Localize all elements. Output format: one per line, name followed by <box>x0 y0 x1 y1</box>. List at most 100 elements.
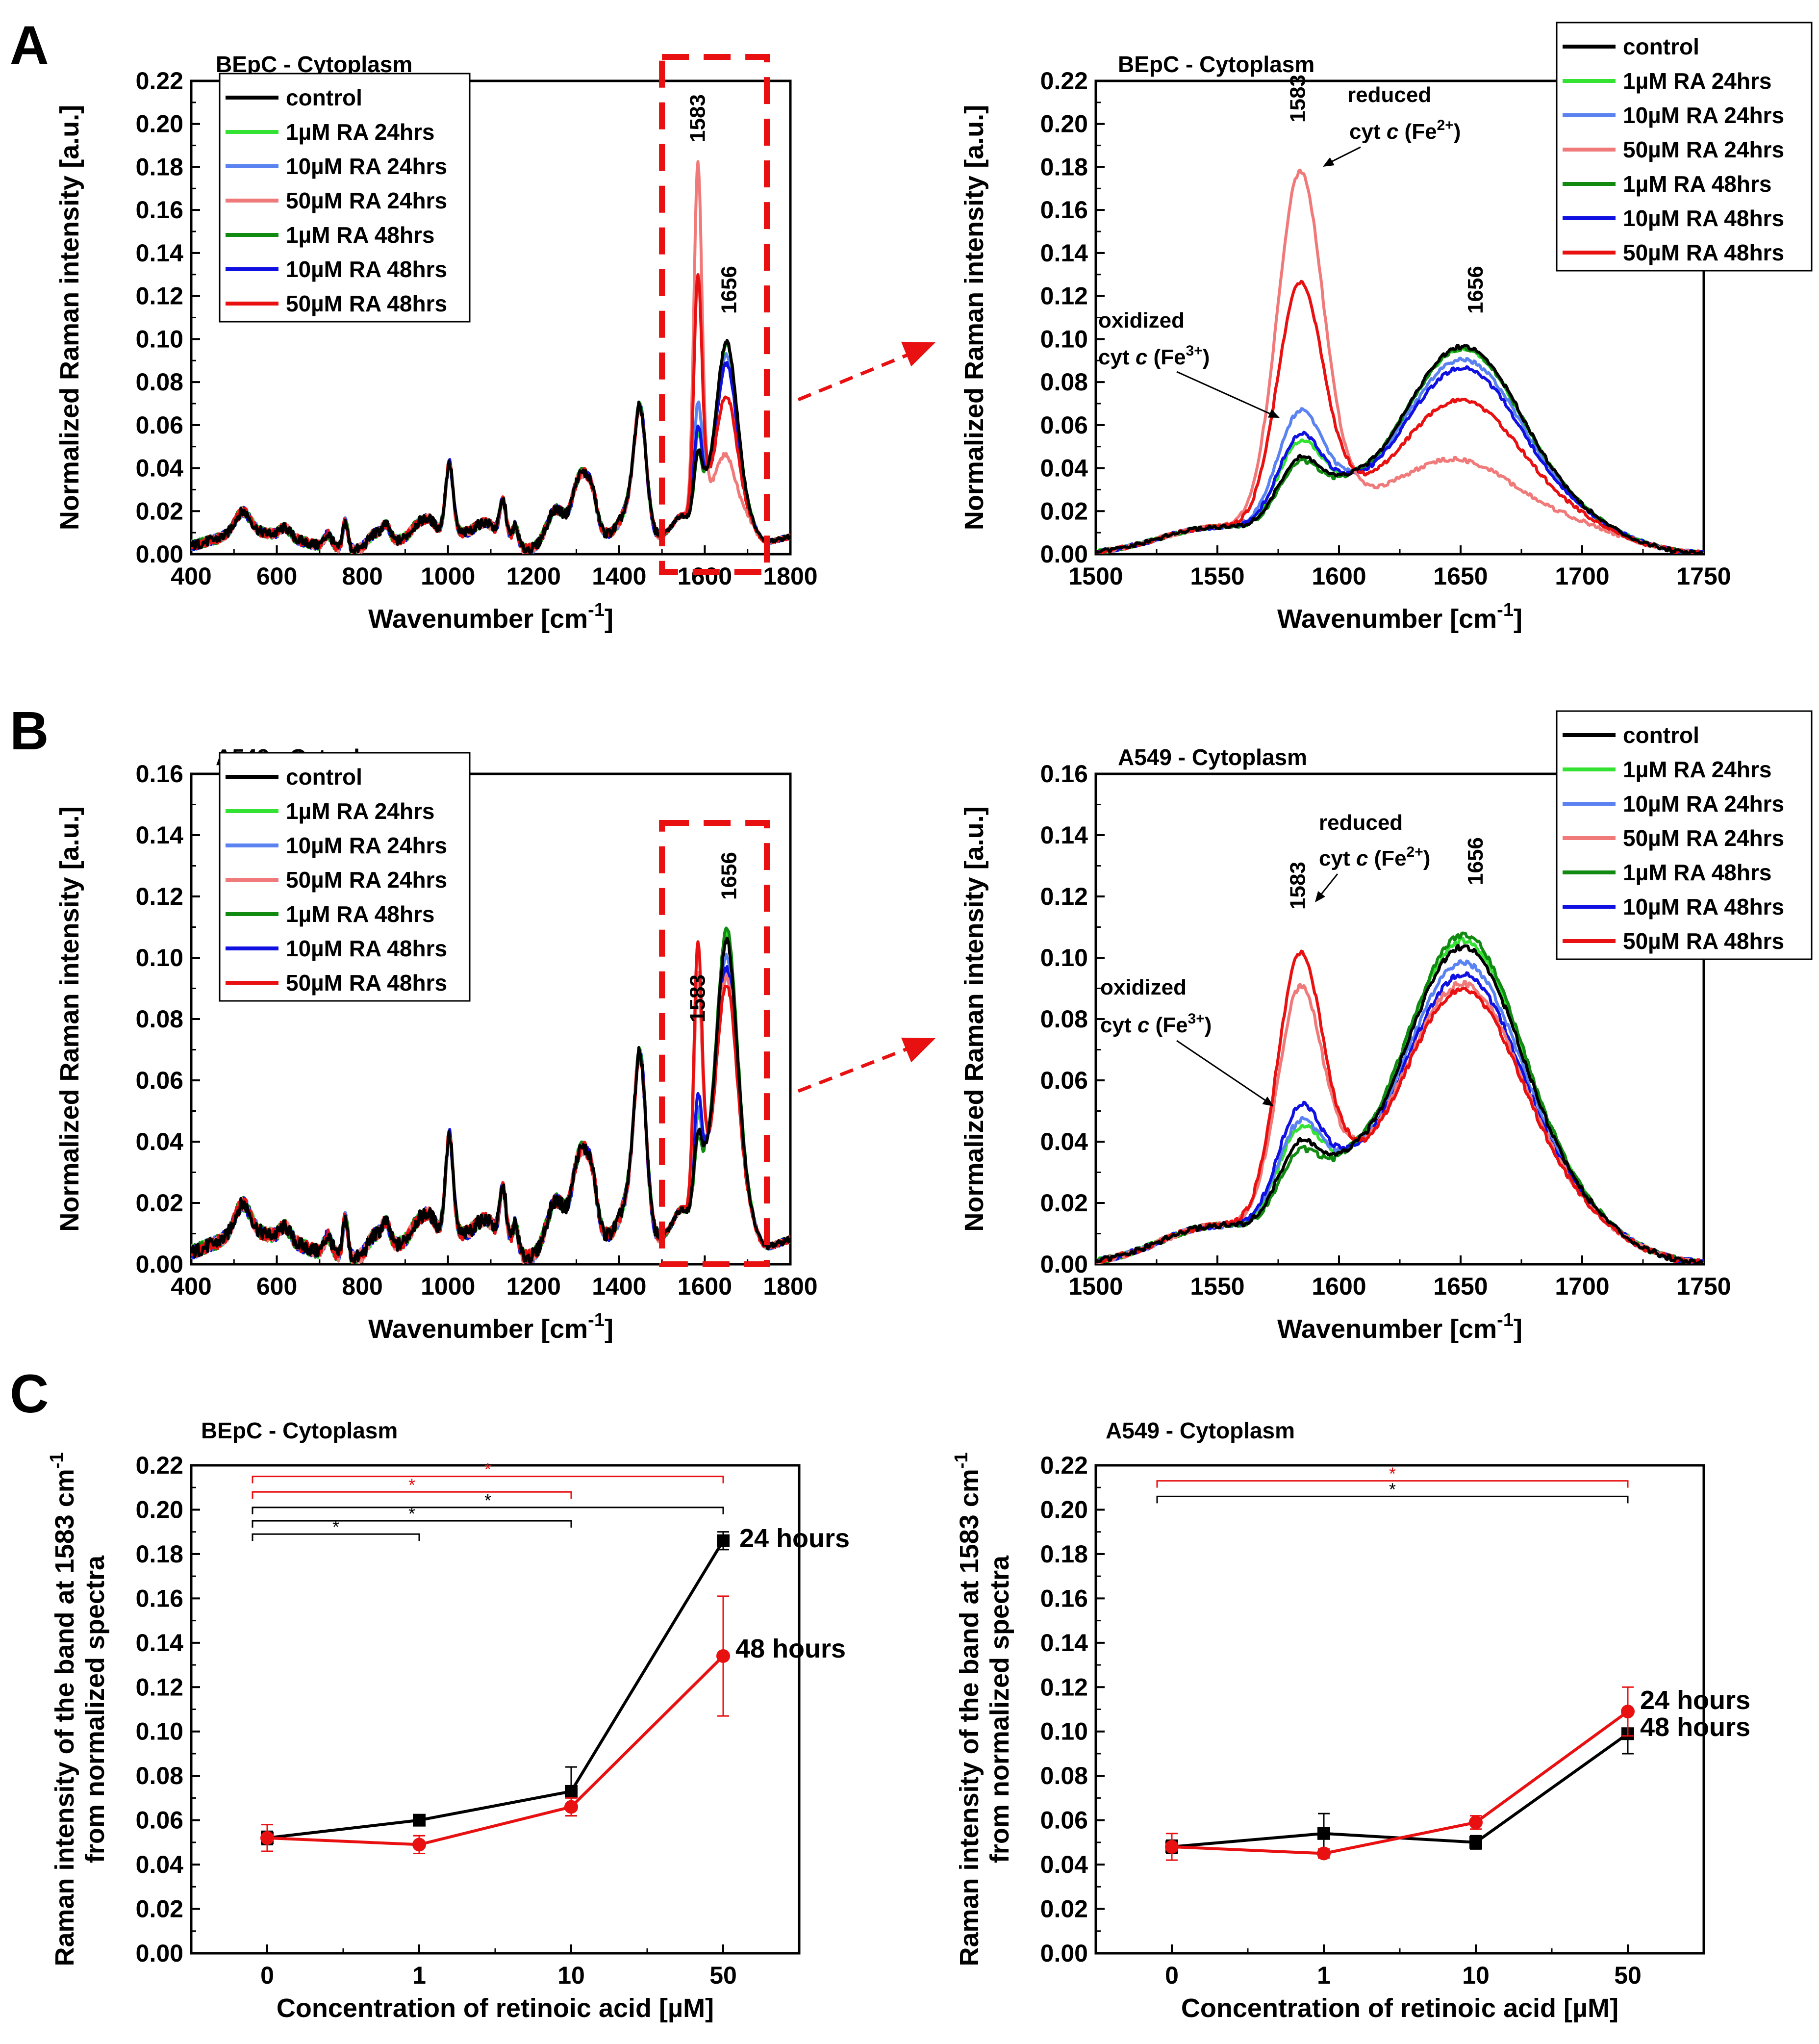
y-tick-label: 0.16 <box>136 1584 183 1612</box>
x-axis-label: Wavenumber [cm-1] <box>1277 600 1522 634</box>
y-tick-label: 0.06 <box>136 1067 183 1094</box>
arrow-head <box>1268 409 1280 418</box>
y-axis-label: Normalized Raman intensity [a.u.] <box>55 105 84 530</box>
x-axis-label: Wavenumber [cm-1] <box>368 1310 613 1344</box>
legend-label: 50µM RA 24hrs <box>1623 137 1784 162</box>
significance-star: * <box>1389 1479 1396 1499</box>
annotation-reduced: reduced <box>1319 811 1403 835</box>
x-tick-label: 1600 <box>1312 562 1366 590</box>
x-tick-label: 1 <box>412 1962 426 1989</box>
y-axis-label: Normalized Raman intensity [a.u.] <box>960 806 989 1231</box>
data-point <box>260 1831 274 1845</box>
legend-label: 1µM RA 24hrs <box>286 119 434 145</box>
spectrum-line-control <box>191 338 790 554</box>
x-tick-label: 1400 <box>592 562 646 590</box>
peak-label-1583: 1583 <box>686 974 710 1022</box>
y-tick-label: 0.10 <box>1040 1718 1088 1745</box>
y-tick-label: 0.16 <box>1040 760 1088 788</box>
y-tick-label: 0.20 <box>1040 110 1088 138</box>
x-tick-label: 1650 <box>1433 562 1488 590</box>
y-tick-label: 0.22 <box>136 67 183 95</box>
data-point <box>1317 1846 1331 1861</box>
arrow-head <box>1262 1096 1274 1106</box>
series-line <box>267 1655 725 1846</box>
legend-label: 1µM RA 24hrs <box>1623 68 1771 94</box>
data-point <box>412 1838 426 1852</box>
x-axis-label: Concentration of retinoic acid [µM] <box>277 1993 714 2023</box>
y-tick-label: 0.22 <box>136 1452 183 1479</box>
data-point <box>717 1534 730 1547</box>
y-axis-label: Normalized Raman intensity [a.u.] <box>960 105 989 530</box>
y-tick-label: 0.02 <box>1040 1895 1088 1923</box>
y-tick-label: 0.08 <box>136 368 183 396</box>
legend-label: control <box>286 85 362 110</box>
x-tick-label: 1 <box>1317 1962 1331 1989</box>
annotation-reduced: reduced <box>1347 83 1431 107</box>
spectrum-line-control <box>1096 344 1704 554</box>
zoom-arrow-line <box>797 1045 913 1093</box>
legend-label: 50µM RA 48hrs <box>286 291 447 316</box>
y-tick-label: 0.10 <box>136 325 183 353</box>
y-tick-label: 0.04 <box>136 1851 184 1878</box>
data-point <box>1469 1815 1483 1830</box>
x-tick-label: 1000 <box>421 562 475 590</box>
y-tick-label: 0.00 <box>136 1251 183 1278</box>
legend-label: 10µM RA 48hrs <box>1623 205 1784 231</box>
legend-label: control <box>1623 722 1699 748</box>
significance-bracket <box>252 1491 572 1499</box>
significance-bracket <box>252 1520 572 1528</box>
legend-label: control <box>1623 34 1699 59</box>
legend-box <box>219 73 471 323</box>
y-tick-label: 0.20 <box>1040 1496 1088 1523</box>
y-tick-label: 0.04 <box>136 1128 184 1155</box>
data-point <box>1165 1840 1179 1854</box>
y-tick-label: 0.18 <box>1040 153 1088 180</box>
y-tick-label: 0.22 <box>1040 1452 1088 1479</box>
significance-star: * <box>484 1490 491 1510</box>
legend-label: 1µM RA 24hrs <box>286 798 434 824</box>
y-tick-label: 0.18 <box>136 153 183 180</box>
data-point <box>564 1800 578 1814</box>
significance-bracket <box>252 1507 724 1514</box>
y-tick-label: 0.14 <box>136 1629 184 1657</box>
y-tick-label: 0.18 <box>136 1540 183 1568</box>
y-tick-label: 0.06 <box>1040 411 1088 439</box>
y-tick-label: 0.08 <box>136 1005 183 1033</box>
legend-label: 1µM RA 48hrs <box>1623 860 1771 885</box>
y-tick-label: 0.10 <box>1040 944 1088 971</box>
peak-label-1656: 1656 <box>717 852 741 900</box>
x-tick-label: 1200 <box>506 1273 561 1300</box>
series-line <box>267 1540 725 1840</box>
data-point <box>1317 1827 1330 1840</box>
y-tick-label: 0.16 <box>1040 1584 1088 1612</box>
significance-star: * <box>1389 1464 1396 1484</box>
chart-a-full: 0.00 0.02 0.04 0.06 0.08 0.10 0.12 0.14 0.16 0.18… <box>55 51 935 634</box>
peak-label-1656: 1656 <box>1464 837 1488 885</box>
y-tick-label: 0.00 <box>136 540 183 568</box>
y-tick-label: 0.14 <box>136 821 184 849</box>
x-tick-label: 800 <box>342 1273 382 1300</box>
x-tick-label: 1500 <box>1068 562 1123 590</box>
x-tick-label: 1500 <box>1068 1273 1123 1300</box>
legend-label: 10µM RA 24hrs <box>1623 102 1784 128</box>
peak-label-1656: 1656 <box>1464 266 1488 314</box>
y-tick-label: 0.02 <box>136 1895 183 1923</box>
legend-box <box>1556 710 1813 960</box>
significance-bracket <box>252 1476 724 1483</box>
y-tick-label: 0.00 <box>136 1940 183 1967</box>
y-tick-label: 0.12 <box>136 282 183 310</box>
y-tick-label: 0.18 <box>1040 1540 1088 1568</box>
x-tick-label: 1000 <box>421 1273 475 1300</box>
chart-b-full: 0.00 0.02 0.04 0.06 0.08 0.10 0.12 0.14 0.16 400 6… <box>55 744 935 1344</box>
y-tick-label: 0.12 <box>136 1673 183 1701</box>
significance-star: * <box>408 1475 415 1495</box>
y-tick-label: 0.02 <box>1040 497 1088 525</box>
x-axis-label: Wavenumber [cm-1] <box>1277 1310 1522 1344</box>
y-tick-label: 0.04 <box>1040 1851 1088 1878</box>
y-tick-label: 0.00 <box>1040 1251 1088 1278</box>
x-tick-label: 1700 <box>1555 562 1609 590</box>
x-tick-label: 400 <box>171 562 211 590</box>
y-tick-label: 0.16 <box>1040 196 1088 224</box>
series-label: 24 hours <box>1640 1686 1750 1715</box>
arrow-head <box>1315 891 1325 902</box>
